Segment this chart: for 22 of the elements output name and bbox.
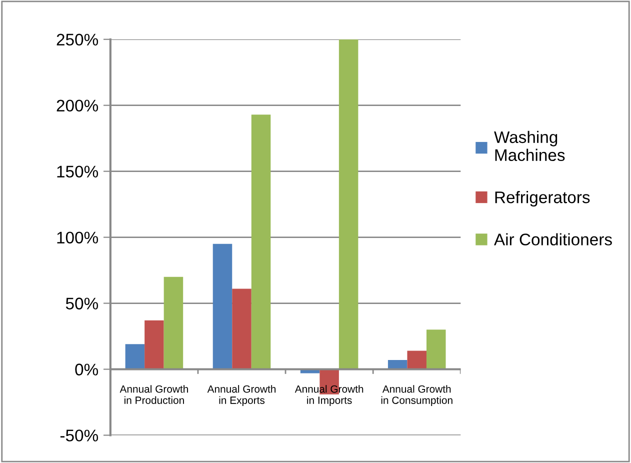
bar — [426, 330, 446, 370]
legend-label: Refrigerators — [495, 190, 590, 207]
bar — [338, 39, 358, 370]
legend-label: Washing Machines — [494, 130, 565, 162]
bar — [407, 350, 426, 370]
x-tick-label: Annual Growth in Production — [120, 385, 188, 404]
y-tick-label: -50% — [60, 430, 98, 442]
bar — [144, 320, 164, 370]
y-tick-label: 150% — [57, 166, 98, 178]
y-tick-label: 0% — [75, 364, 98, 376]
bar — [232, 288, 252, 370]
x-tick-label: Annual Growth in Exports — [207, 385, 276, 406]
bar — [251, 114, 271, 370]
y-tick-label: 200% — [56, 100, 98, 112]
bar — [164, 276, 184, 370]
legend-label: Air Conditioners — [494, 233, 612, 246]
bar — [212, 244, 232, 370]
y-tick-label: 250% — [56, 34, 98, 46]
x-tick-label: Annual Growth in Consumption — [381, 385, 452, 406]
bar — [125, 344, 145, 370]
y-tick-label: 100% — [57, 232, 98, 244]
y-tick-label: 50% — [66, 298, 98, 310]
